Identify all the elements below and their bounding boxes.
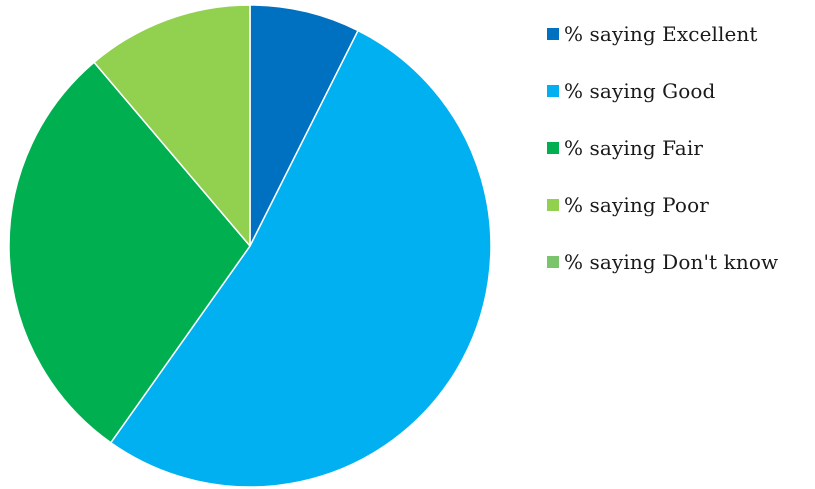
legend-item-excellent: % saying Excellent — [547, 22, 813, 46]
legend-item-poor: % saying Poor — [547, 193, 813, 217]
legend-item-good: % saying Good — [547, 79, 813, 103]
legend-label-poor: % saying Poor — [564, 193, 709, 217]
legend-swatch-fair — [547, 142, 559, 154]
legend-swatch-dont-know — [547, 256, 559, 268]
legend-label-excellent: % saying Excellent — [564, 22, 758, 46]
pie-slice-poor — [93, 4, 251, 247]
legend-label-good: % saying Good — [564, 79, 716, 103]
legend-item-dont-know: % saying Don't know — [547, 250, 813, 274]
pie-slice-good — [110, 29, 492, 488]
legend-label-fair: % saying Fair — [564, 136, 703, 160]
legend-swatch-good — [547, 85, 559, 97]
legend-swatch-excellent — [547, 28, 559, 40]
legend: % saying Excellent % saying Good % sayin… — [547, 22, 813, 307]
legend-label-dont-know: % saying Don't know — [564, 250, 779, 274]
pie-slice-fair — [8, 61, 251, 444]
legend-swatch-poor — [547, 199, 559, 211]
legend-item-fair: % saying Fair — [547, 136, 813, 160]
pie-slice-excellent — [249, 4, 359, 247]
